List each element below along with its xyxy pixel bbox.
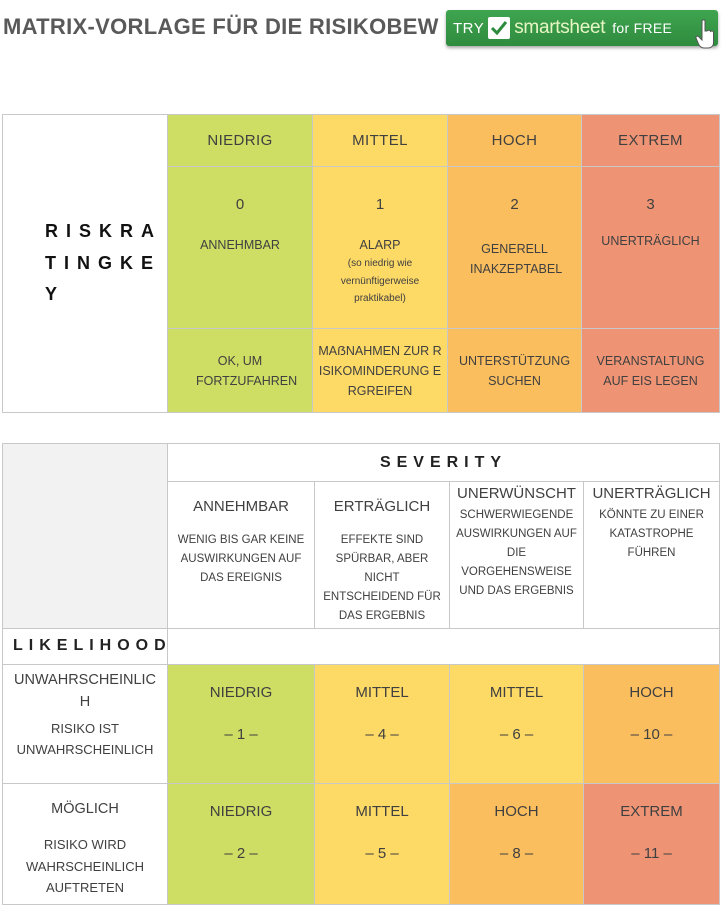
rating-score: 2: [510, 196, 519, 213]
cell-level: HOCH: [629, 683, 674, 701]
rating-level-hoch: HOCH: [447, 114, 582, 167]
severity-title: UNERTRÄGLICH: [592, 485, 711, 502]
rating-meaning: ANNEHMBAR: [200, 238, 280, 252]
severity-desc: EFFEKTE SIND SPÜRBAR, ABER NICHT ENTSCHE…: [323, 533, 441, 622]
risk-matrix-table: SEVERITY ANNEHMBAR WENIG BIS GAR KEINE A…: [2, 443, 721, 905]
matrix-cell-2-1: NIEDRIG – 2 –: [167, 782, 315, 905]
severity-title: ERTRÄGLICH: [333, 498, 431, 515]
matrix-cell-2-2: MITTEL – 5 –: [314, 782, 450, 905]
likelihood-desc: RISIKO IST UNWAHRSCHEINLICH: [16, 720, 154, 757]
rating-score: 0: [235, 196, 245, 213]
cell-level: MITTEL: [355, 802, 409, 820]
cell-level: NIEDRIG: [209, 802, 273, 820]
severity-label: SEVERITY: [166, 443, 721, 482]
matrix-cell-1-2: MITTEL – 4 –: [314, 663, 450, 784]
rating-note: (so niedrig wie vernünftigerweise prakti…: [340, 258, 420, 304]
likelihood-desc: RISIKO WIRD WAHRSCHEINLICH AUFTRETEN: [26, 837, 144, 895]
cell-value: – 2 –: [224, 844, 258, 862]
likelihood-name: UNWAHRSCHEINLICH: [13, 671, 157, 711]
risk-rating-key-table: RISKRATINGKEY NIEDRIG MITTEL HOCH EXTREM…: [2, 114, 720, 413]
smartsheet-logo-text: smartsheet: [514, 17, 606, 38]
cell-value: – 1 –: [224, 725, 258, 743]
severity-desc: WENIG BIS GAR KEINE AUSWIRKUNGEN AUF DAS…: [177, 533, 305, 584]
rating-cell-mittel: 1 ALARP (so niedrig wie vernünftigerweis…: [312, 166, 448, 329]
likelihood-row-moeglich: MÖGLICH RISIKO WIRD WAHRSCHEINLICH AUFTR…: [2, 782, 168, 905]
cell-value: – 4 –: [365, 725, 399, 743]
likelihood-spacer: [166, 627, 721, 665]
rating-action-hoch: UNTERSTÜTZUNG SUCHEN: [447, 328, 582, 413]
rating-cell-hoch: 2 GENERELL INAKZEPTABEL: [447, 166, 582, 329]
promo-try-label: TRY: [453, 19, 485, 37]
cell-value: – 10 –: [630, 725, 673, 743]
rating-meaning: UNERTRÄGLICH: [601, 234, 700, 248]
likelihood-row-unwahrscheinlich: UNWAHRSCHEINLICH RISIKO IST UNWAHRSCHEIN…: [2, 663, 168, 784]
rating-level-extrem: EXTREM: [581, 114, 720, 167]
rating-action-niedrig: OK, UM FORTZUFAHREN: [167, 328, 313, 413]
severity-col-unertraeglich: UNERTRÄGLICH KÖNNTE ZU EINER KATASTROPHE…: [582, 481, 721, 629]
rating-meaning: GENERELL INAKZEPTABEL: [470, 242, 563, 276]
cell-level: EXTREM: [620, 802, 683, 820]
matrix-cell-1-4: HOCH – 10 –: [582, 663, 721, 784]
severity-col-ertraeglich: ERTRÄGLICH EFFEKTE SIND SPÜRBAR, ABER NI…: [314, 481, 450, 629]
matrix-cell-2-3: HOCH – 8 –: [449, 782, 584, 905]
cell-level: HOCH: [494, 802, 539, 820]
rating-score: 3: [646, 196, 655, 213]
rating-action-mittel: MAẞNAHMEN ZUR RISIKOMINDERUNG ERGREIFEN: [312, 328, 448, 413]
try-smartsheet-button[interactable]: TRY smartsheet for FREE: [446, 10, 718, 49]
cell-level: NIEDRIG: [209, 683, 273, 701]
cell-value: – 6 –: [499, 725, 534, 743]
rating-level-mittel: MITTEL: [312, 114, 448, 167]
matrix-cell-2-4: EXTREM – 11 –: [582, 782, 721, 905]
risk-rating-key-label: RISKRATINGKEY: [2, 114, 168, 413]
rating-cell-extrem: 3 UNERTRÄGLICH: [581, 166, 720, 329]
rating-meaning: ALARP: [359, 238, 401, 252]
likelihood-name: MÖGLICH: [51, 800, 119, 817]
matrix-cell-1-1: NIEDRIG – 1 –: [167, 663, 315, 784]
severity-desc: SCHWERWIEGENDE AUSWIRKUNGEN AUF DIE VORG…: [456, 509, 577, 597]
cell-level: MITTEL: [489, 683, 544, 701]
matrix-cell-1-3: MITTEL – 6 –: [449, 663, 584, 784]
rating-score: 1: [375, 196, 385, 213]
severity-col-annehmbar: ANNEHMBAR WENIG BIS GAR KEINE AUSWIRKUNG…: [167, 481, 315, 629]
page-title: MATRIX-VORLAGE FÜR DIE RISIKOBEW: [3, 14, 439, 39]
cell-value: – 11 –: [631, 844, 672, 862]
severity-col-unerwuenscht: UNERWÜNSCHT SCHWERWIEGENDE AUSWIRKUNGEN …: [449, 481, 584, 629]
rating-level-niedrig: NIEDRIG: [167, 114, 313, 167]
cell-level: MITTEL: [355, 683, 409, 701]
promo-free-label: for FREE: [612, 20, 673, 36]
cell-value: – 5 –: [365, 844, 399, 862]
severity-title: UNERWÜNSCHT: [457, 485, 576, 502]
pointer-hand-icon: [695, 19, 717, 54]
checkmark-icon: [488, 17, 511, 39]
matrix-corner: [2, 443, 168, 629]
rating-action-extrem: VERANSTALTUNG AUF EIS LEGEN: [581, 328, 720, 413]
severity-title: ANNEHMBAR: [193, 498, 289, 515]
severity-desc: KÖNNTE ZU EINER KATASTROPHE FÜHREN: [599, 509, 704, 559]
cell-value: – 8 –: [499, 844, 534, 862]
rating-cell-niedrig: 0 ANNEHMBAR: [167, 166, 313, 329]
likelihood-label: LIKELIHOOD: [2, 627, 168, 665]
